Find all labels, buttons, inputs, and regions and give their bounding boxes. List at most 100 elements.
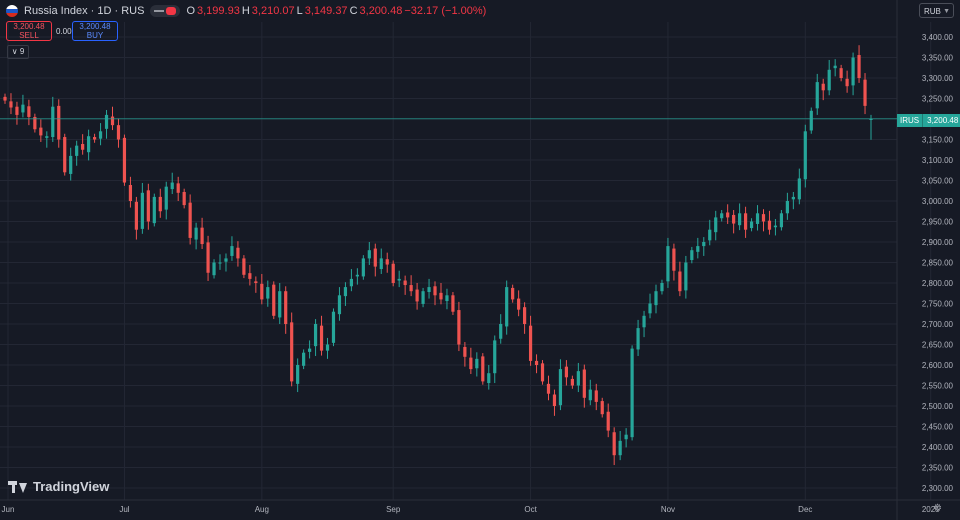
candle-body xyxy=(433,286,437,296)
candle-body xyxy=(260,283,264,300)
gear-icon[interactable]: ⚙ xyxy=(933,503,942,514)
candle-body xyxy=(194,227,198,240)
open-value: 3,199.93 xyxy=(197,5,240,17)
candle xyxy=(57,99,61,148)
candle xyxy=(612,427,616,466)
candle xyxy=(851,52,855,96)
candle xyxy=(254,276,258,293)
candle xyxy=(475,352,479,377)
candle xyxy=(523,302,527,334)
time-tick-label: Jul xyxy=(119,505,129,514)
candle-body xyxy=(140,192,144,229)
candle-body xyxy=(51,106,55,138)
price-tick-label: 3,400.00 xyxy=(922,33,954,42)
candle-body xyxy=(546,383,551,394)
sell-button[interactable]: 3,200.48 SELL xyxy=(6,21,52,41)
candle-body xyxy=(726,212,730,218)
candle-body xyxy=(791,196,795,200)
candle xyxy=(63,133,67,176)
candle-body xyxy=(319,325,324,351)
candle xyxy=(319,315,324,356)
candle-body xyxy=(523,307,527,324)
candle xyxy=(45,131,49,148)
sell-label: SELL xyxy=(19,31,39,40)
candle xyxy=(218,254,222,270)
candle-body xyxy=(475,358,479,369)
russia-flag-icon xyxy=(6,5,18,17)
candle xyxy=(720,210,724,222)
candle xyxy=(534,354,539,374)
candle xyxy=(152,193,156,227)
candle xyxy=(576,362,580,393)
candle xyxy=(606,403,610,438)
symbol-title[interactable]: Russia Index · 1D · RUS xyxy=(24,5,145,17)
time-axis[interactable]: JunJulAugSepOctNovDec2025FebMar xyxy=(2,505,960,514)
candle xyxy=(678,261,682,297)
price-tick-label: 2,350.00 xyxy=(922,464,954,473)
candle-body xyxy=(499,324,503,339)
price-axis[interactable]: 3,400.003,350.003,300.003,250.003,200.00… xyxy=(896,0,954,520)
candle-body xyxy=(343,287,348,297)
candle-body xyxy=(69,155,73,174)
candle-body xyxy=(158,196,162,212)
candle xyxy=(845,70,849,93)
candle xyxy=(331,308,336,347)
candle-body xyxy=(833,65,837,69)
currency-select[interactable]: RUB ▼ xyxy=(919,3,954,18)
candle-body xyxy=(827,69,831,91)
candle xyxy=(3,93,7,104)
candle xyxy=(690,246,694,264)
candle xyxy=(403,275,407,295)
candle-body xyxy=(224,258,228,262)
candle-body xyxy=(182,191,186,206)
low-label: L xyxy=(296,5,303,17)
buy-button[interactable]: 3,200.48 BUY xyxy=(72,21,118,41)
time-tick-label: Nov xyxy=(661,505,675,514)
candle-body xyxy=(421,291,425,304)
candle-body xyxy=(642,315,646,328)
candle xyxy=(69,147,73,181)
price-tick-label: 3,350.00 xyxy=(922,54,954,63)
indicators-toggle[interactable]: ∨ 9 xyxy=(7,45,29,59)
candle-body xyxy=(134,201,138,230)
logo-text: TradingView xyxy=(33,479,110,494)
candle-body xyxy=(403,280,407,286)
candle-body xyxy=(576,371,580,386)
candle-body xyxy=(749,221,754,229)
market-status-icon xyxy=(166,7,177,15)
candle xyxy=(9,93,13,115)
tradingview-logo[interactable]: TradingView xyxy=(8,479,109,494)
candle xyxy=(21,94,25,118)
candle xyxy=(361,255,365,280)
candle-body xyxy=(869,119,873,120)
candle-body xyxy=(307,348,312,352)
spread-value: 0.00 xyxy=(56,27,72,36)
candle-body xyxy=(415,289,419,302)
candle-body xyxy=(666,246,670,282)
candle xyxy=(200,217,204,249)
candle-body xyxy=(487,373,491,384)
candle xyxy=(355,268,359,285)
candle-body xyxy=(755,213,760,224)
candle xyxy=(666,237,670,288)
grid xyxy=(0,22,932,500)
candle-body xyxy=(702,242,706,247)
candle-body xyxy=(457,310,461,345)
buy-price: 3,200.48 xyxy=(79,22,111,31)
candle xyxy=(803,124,807,188)
price-tick-label: 3,300.00 xyxy=(922,74,954,83)
candle-body xyxy=(284,291,288,324)
visibility-toggle[interactable] xyxy=(150,5,181,17)
candle xyxy=(140,182,144,234)
candle xyxy=(642,310,646,338)
candle xyxy=(833,59,837,77)
candle-body xyxy=(552,394,557,406)
indicators-count: 9 xyxy=(19,47,25,56)
candle xyxy=(134,196,138,240)
candle xyxy=(463,342,467,367)
candle xyxy=(337,287,342,321)
candle xyxy=(212,259,216,279)
candle xyxy=(296,358,300,393)
price-tick-label: 2,450.00 xyxy=(922,423,954,432)
